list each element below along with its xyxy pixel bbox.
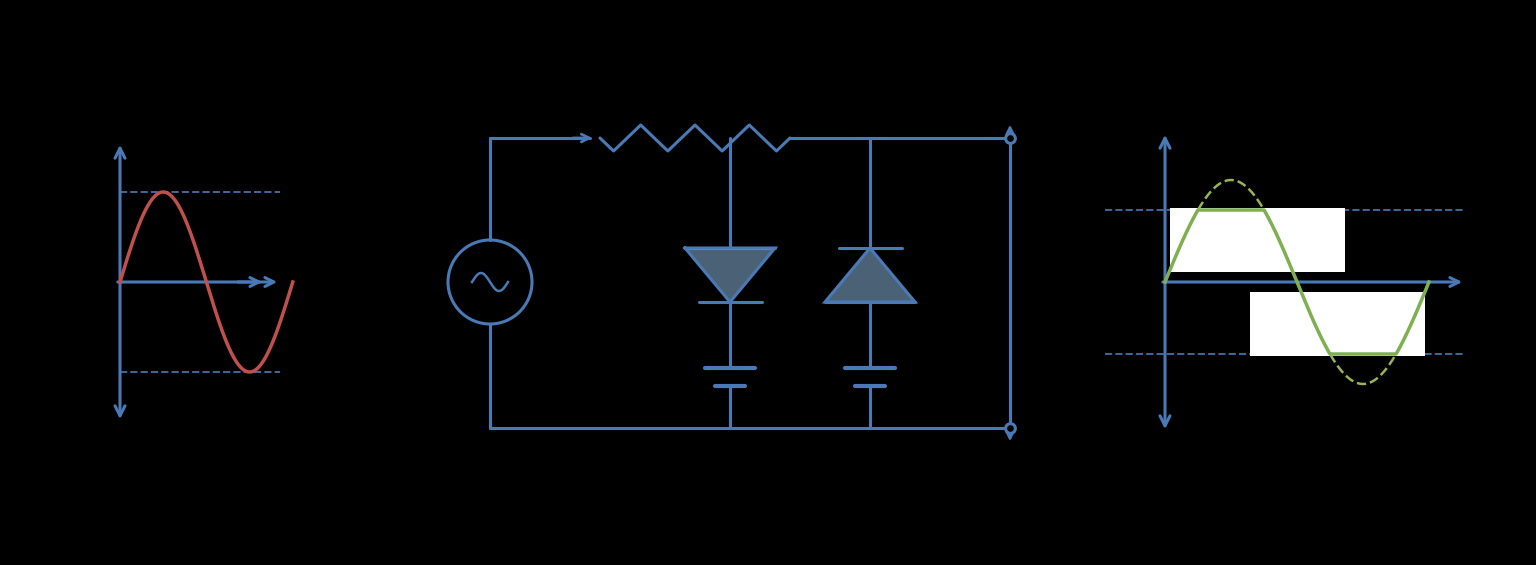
Bar — [1250, 292, 1425, 356]
Bar — [1170, 208, 1346, 272]
Polygon shape — [825, 248, 915, 302]
Polygon shape — [685, 248, 776, 302]
